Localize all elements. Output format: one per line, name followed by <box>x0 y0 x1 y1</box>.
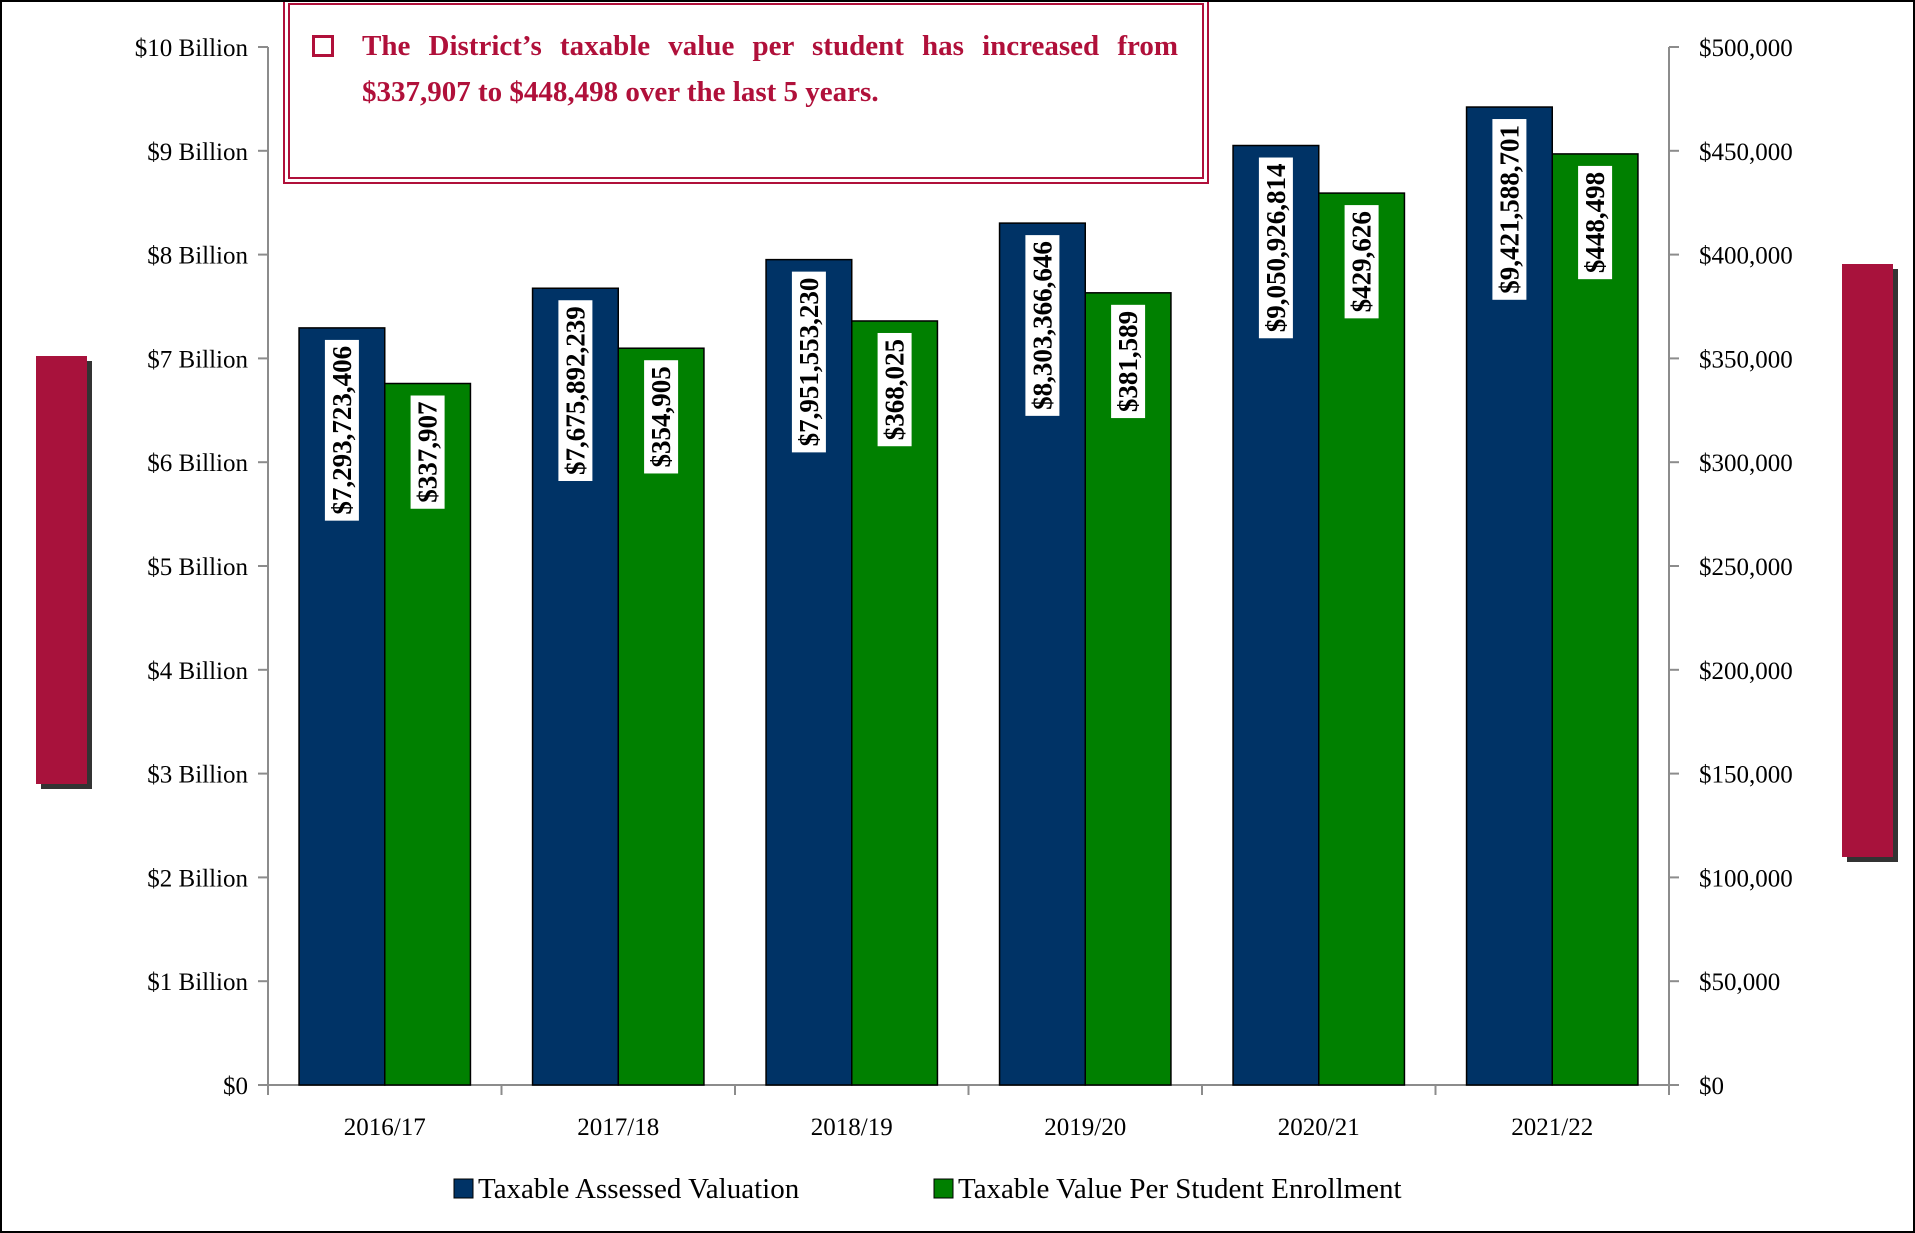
value-label: $8,303,366,646 <box>1027 241 1057 410</box>
value-label: $429,626 <box>1347 211 1377 312</box>
value-label-box <box>1344 205 1379 319</box>
value-label-group: $381,589 <box>1111 304 1146 419</box>
value-label-box <box>1492 119 1527 300</box>
y-label-box <box>36 356 87 784</box>
value-label-box <box>644 360 679 474</box>
value-label: $337,907 <box>413 402 443 503</box>
value-label-group: $9,421,588,701 <box>1492 119 1527 300</box>
y2-tick-label: $300,000 <box>1699 450 1793 477</box>
value-label-group: $448,498 <box>1578 165 1613 280</box>
bullet <box>312 35 334 57</box>
y-tick-label: $10 Billion <box>135 35 249 62</box>
x-tick-label: 2020/21 <box>1278 1114 1360 1141</box>
value-label: $368,025 <box>880 339 910 440</box>
value-label-box <box>1111 304 1146 419</box>
y-tick-label: $9 Billion <box>147 139 248 166</box>
value-label-box <box>877 332 912 447</box>
bar <box>1084 292 1172 1086</box>
value-label-box <box>324 339 359 521</box>
value-label: $7,951,553,230 <box>794 278 824 447</box>
value-label: $7,675,892,239 <box>560 306 590 475</box>
value-label-box <box>791 271 826 453</box>
value-label-box <box>1258 157 1293 339</box>
y-tick-label: $5 Billion <box>147 554 248 581</box>
value-label: $354,905 <box>646 366 676 467</box>
y2-tick-label: $450,000 <box>1699 139 1793 166</box>
value-label: $381,589 <box>1113 311 1143 412</box>
bar <box>1551 153 1639 1086</box>
value-label-box <box>1578 165 1613 280</box>
y-tick-label: $7 Billion <box>147 346 248 373</box>
y-tick-label: $8 Billion <box>147 243 248 270</box>
legend-swatch <box>933 1178 954 1199</box>
legend-label: Taxable Assessed Valuation <box>478 1173 800 1205</box>
x-tick-label: 2018/19 <box>811 1114 893 1141</box>
y2-tick-label: $250,000 <box>1699 554 1793 581</box>
y-tick-label: $0 <box>223 1073 248 1100</box>
y2-tick-label: $100,000 <box>1699 865 1793 892</box>
value-label-group: $429,626 <box>1344 205 1379 319</box>
x-tick-label: 2019/20 <box>1044 1114 1126 1141</box>
value-label-group: $8,303,366,646 <box>1025 235 1060 416</box>
value-label-box <box>410 395 445 509</box>
y2-tick-label: $400,000 <box>1699 243 1793 270</box>
y-tick-label: $6 Billion <box>147 450 248 477</box>
value-label-box <box>1025 235 1060 416</box>
x-tick-label: 2017/18 <box>577 1114 659 1141</box>
value-label-group: $337,907 <box>410 395 445 509</box>
annotation: The District’s taxable value per student… <box>362 30 1178 108</box>
legend-label: Taxable Value Per Student Enrollment <box>958 1173 1402 1205</box>
value-label-box <box>558 300 593 481</box>
y-tick-label: $2 Billion <box>147 865 248 892</box>
y-tick-label: $1 Billion <box>147 969 248 996</box>
value-label-group: $7,293,723,406 <box>324 339 359 521</box>
y-tick-label: $4 Billion <box>147 658 248 685</box>
x-tick-label: 2016/17 <box>344 1114 426 1141</box>
y2-label-box <box>1842 264 1893 857</box>
x-tick-label: 2021/22 <box>1511 1114 1593 1141</box>
value-label-group: $9,050,926,814 <box>1258 157 1293 339</box>
value-label-group: $368,025 <box>877 332 912 447</box>
legend-swatch <box>453 1178 474 1199</box>
value-label-group: $7,951,553,230 <box>791 271 826 453</box>
value-label: $9,050,926,814 <box>1261 164 1291 333</box>
annotation-box: The District’s taxable value per student… <box>283 2 1209 184</box>
y2-tick-label: $500,000 <box>1699 35 1793 62</box>
y2-tick-label: $200,000 <box>1699 658 1793 685</box>
y2-tick-label: $150,000 <box>1699 762 1793 789</box>
bar <box>851 320 939 1086</box>
value-label: $9,421,588,701 <box>1494 125 1524 294</box>
value-label-group: $7,675,892,239 <box>558 300 593 481</box>
value-label-group: $354,905 <box>644 360 679 474</box>
y2-tick-label: $350,000 <box>1699 346 1793 373</box>
value-label: $7,293,723,406 <box>327 346 357 515</box>
y-tick-label: $3 Billion <box>147 762 248 789</box>
bar <box>1318 192 1406 1086</box>
value-label: $448,498 <box>1580 172 1610 273</box>
y2-tick-label: $50,000 <box>1699 969 1780 996</box>
y2-tick-label: $0 <box>1699 1073 1724 1100</box>
